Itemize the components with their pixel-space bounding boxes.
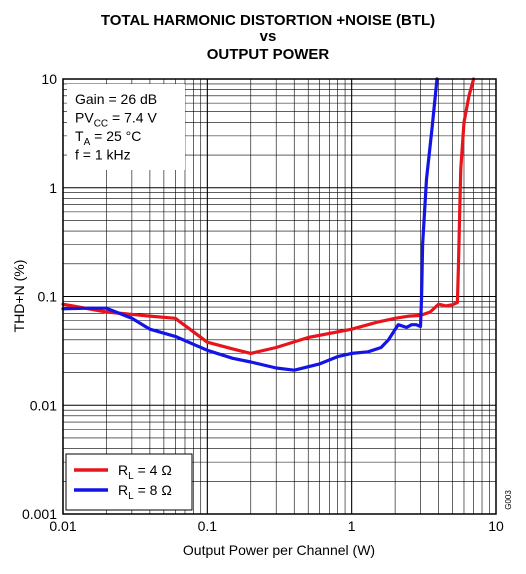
legend-entries: RL = 4 ΩRL = 8 Ω — [74, 462, 172, 502]
x-tick-label: 1 — [348, 518, 356, 534]
chart-subtitle: OUTPUT POWER — [207, 46, 330, 63]
series-line-2 — [61, 77, 439, 372]
y-tick-label: 0.01 — [30, 397, 57, 413]
x-tick-label: 0.1 — [198, 518, 218, 534]
conditions-box — [67, 84, 185, 170]
y-axis-label: THD+N (%) — [11, 260, 27, 333]
series-line-1 — [61, 77, 476, 355]
y-tick-label: 0.001 — [22, 506, 57, 522]
legend-label: RL = 4 Ω — [118, 462, 172, 482]
figure-code: G003 — [504, 490, 513, 510]
condition-line: PVCC = 7.4 V — [75, 110, 157, 130]
legend-label: RL = 8 Ω — [118, 482, 172, 502]
y-tick-label: 10 — [41, 71, 57, 87]
condition-line: Gain = 26 dB — [75, 91, 157, 107]
x-axis-label: Output Power per Channel (W) — [183, 542, 375, 558]
series-group — [61, 77, 476, 372]
condition-line: f = 1 kHz — [75, 147, 131, 163]
chart-title: TOTAL HARMONIC DISTORTION +NOISE (BTL) — [101, 12, 435, 29]
condition-line: TA = 25 °C — [75, 128, 141, 148]
test-conditions: Gain = 26 dB PVCC = 7.4 VTA = 25 °Cf = 1 … — [75, 91, 157, 163]
x-tick-label: 10 — [488, 518, 504, 534]
plot-frame — [62, 78, 497, 515]
y-tick-label: 1 — [49, 180, 57, 196]
x-tick-label: 0.01 — [49, 518, 76, 534]
chart-title-vs: vs — [260, 28, 277, 45]
y-tick-label: 0.1 — [38, 289, 58, 305]
legend — [65, 453, 193, 511]
